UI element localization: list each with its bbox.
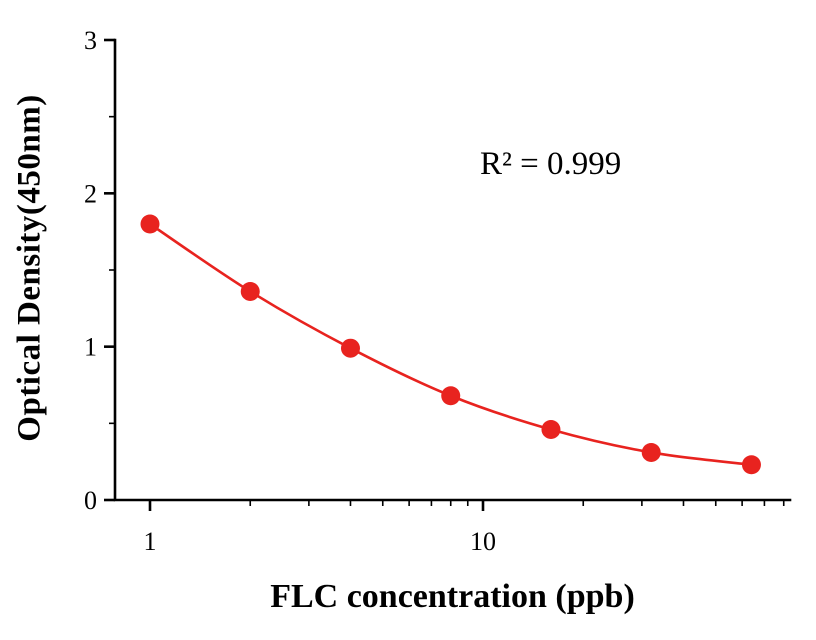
- data-point: [541, 419, 561, 439]
- data-points: [140, 214, 761, 475]
- x-tick-label: 10: [470, 527, 496, 556]
- axis-ticks: [104, 38, 785, 511]
- data-point: [140, 214, 160, 234]
- x-tick-label: 1: [144, 527, 157, 556]
- y-tick-label: 3: [84, 26, 97, 55]
- y-tick-label: 1: [84, 333, 97, 362]
- y-tick-label: 2: [84, 179, 97, 208]
- y-axis-title: Optical Density(450nm): [11, 94, 48, 442]
- data-point: [741, 455, 761, 475]
- data-point: [240, 281, 260, 301]
- y-tick-label: 0: [84, 486, 97, 515]
- data-point: [641, 442, 661, 462]
- fitted-curve: [149, 222, 752, 467]
- r-squared-annotation: R² = 0.999: [480, 146, 622, 182]
- data-point: [340, 338, 360, 358]
- data-point: [441, 386, 461, 406]
- x-axis-title: FLC concentration (ppb): [270, 578, 635, 615]
- tick-labels: 0 1 2 3 1 10: [84, 26, 496, 556]
